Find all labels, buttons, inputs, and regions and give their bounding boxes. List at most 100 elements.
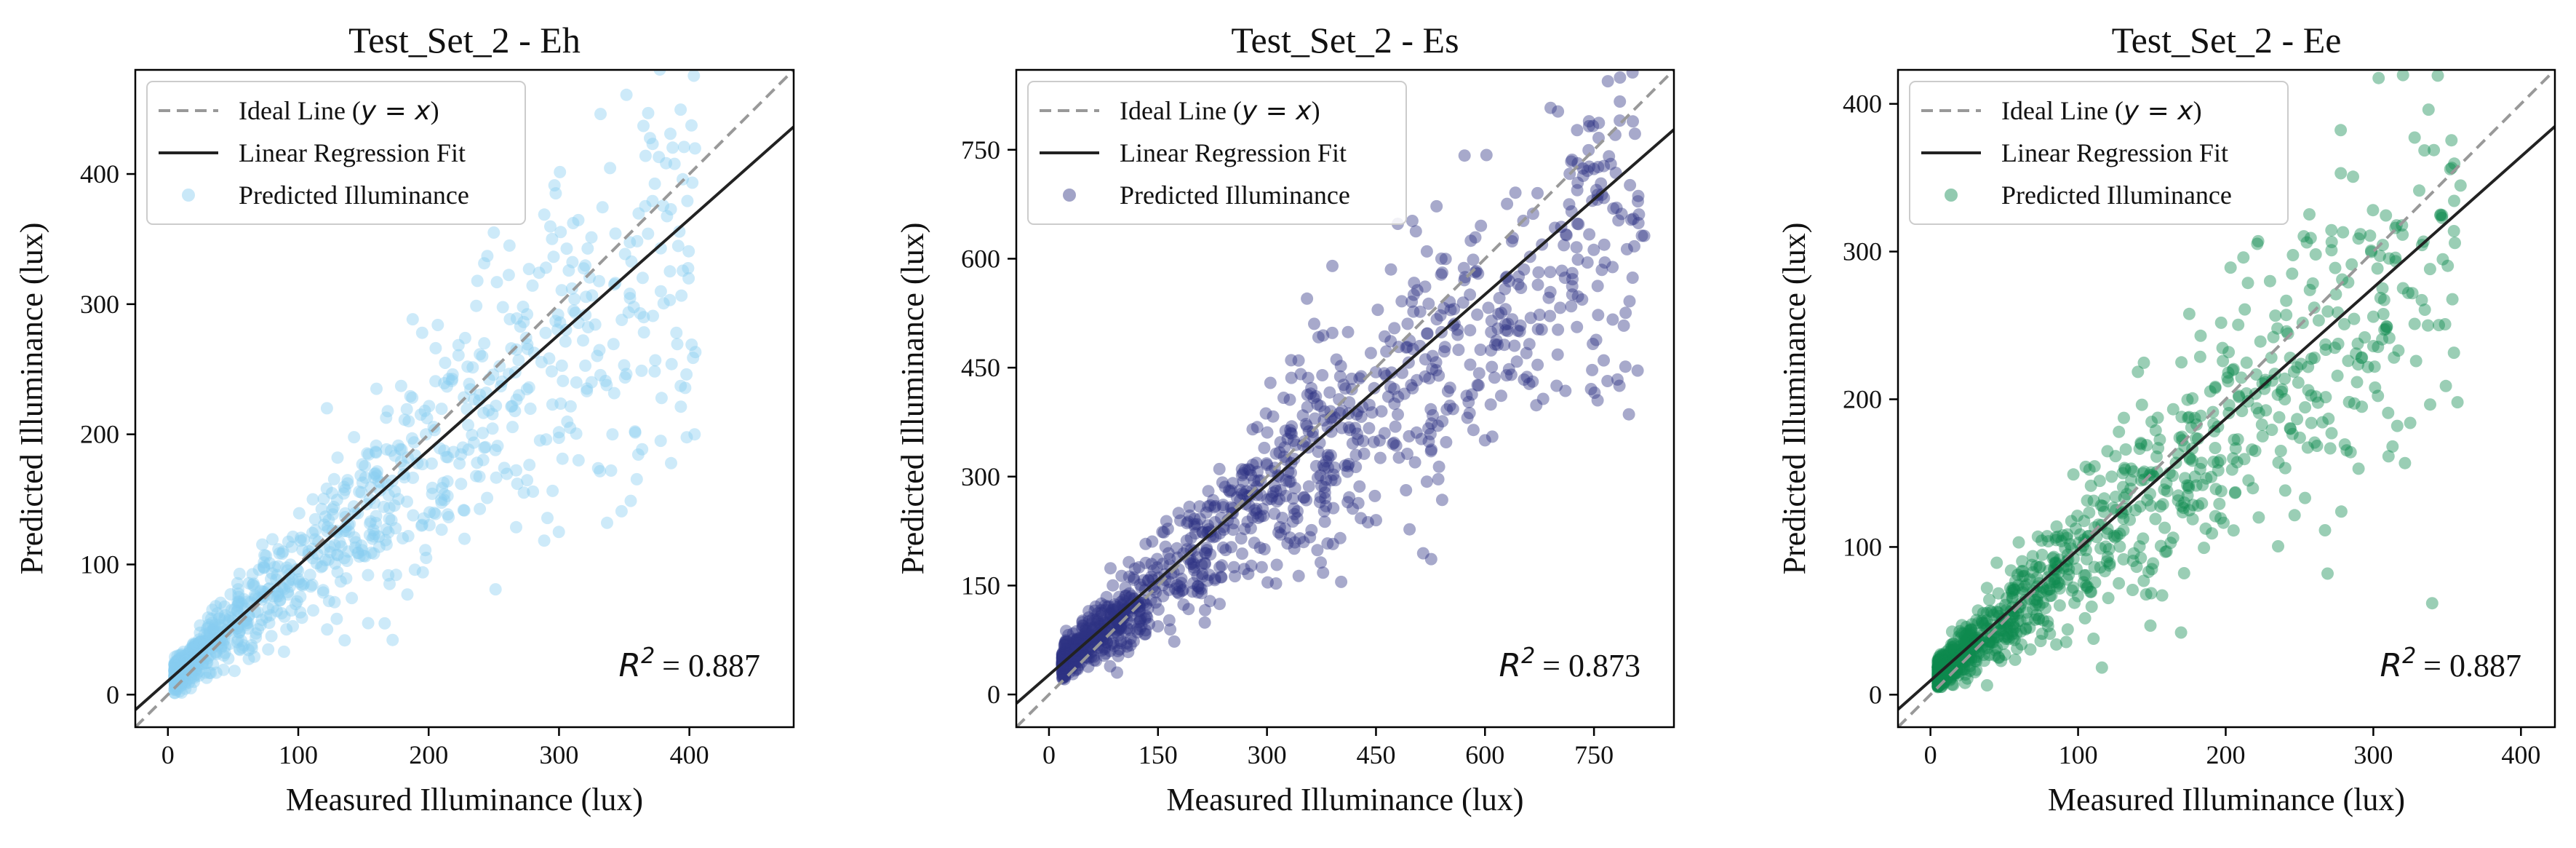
data-point: [1258, 543, 1271, 555]
data-point: [392, 493, 405, 506]
data-point: [1499, 303, 1512, 316]
data-point: [1931, 654, 1945, 667]
data-point: [1931, 670, 1945, 683]
data-point: [1073, 633, 1086, 646]
data-point: [2053, 577, 2066, 590]
data-point: [1098, 616, 1112, 629]
data-point: [1203, 568, 1216, 582]
data-point: [1456, 296, 1470, 309]
chart-panel-2: Test_Set_2 - Es0 150 300 450 600 750015030045…: [895, 20, 1675, 817]
data-point: [233, 567, 246, 580]
data-point: [467, 436, 480, 449]
data-point: [589, 318, 602, 331]
data-point: [1082, 614, 1096, 627]
data-point: [1216, 499, 1229, 512]
data-point: [370, 446, 383, 459]
data-point: [1073, 638, 1086, 651]
data-point: [339, 520, 352, 534]
data-point: [2408, 131, 2421, 144]
data-point: [2246, 482, 2260, 495]
data-point: [382, 488, 395, 502]
data-point: [1407, 288, 1420, 301]
data-point: [1934, 651, 1947, 665]
data-point: [2000, 603, 2013, 617]
data-point: [1520, 370, 1534, 384]
data-point: [210, 666, 223, 679]
data-point: [1980, 614, 1993, 627]
data-point: [1472, 367, 1486, 380]
chart-title: Test_Set_2 - Eh: [348, 20, 581, 60]
data-point: [1202, 526, 1215, 539]
data-point: [1337, 379, 1350, 392]
data-point: [1995, 624, 2008, 637]
data-point: [442, 451, 455, 464]
data-point: [1069, 641, 1082, 654]
data-point: [193, 633, 206, 646]
data-point: [1085, 617, 1098, 630]
data-point: [607, 338, 620, 351]
data-point: [674, 379, 687, 392]
data-point: [1133, 616, 1146, 629]
data-point: [1098, 617, 1111, 630]
data-point: [222, 652, 235, 665]
data-point: [1315, 556, 1327, 569]
data-point: [2200, 472, 2213, 485]
data-point: [1439, 253, 1452, 266]
data-point: [1138, 596, 1151, 609]
data-point: [1952, 669, 1965, 682]
data-point: [1114, 622, 1128, 635]
data-point: [173, 685, 186, 698]
data-point: [1471, 308, 1484, 321]
data-point: [1931, 664, 1945, 677]
data-point: [1070, 655, 1082, 668]
data-point: [666, 141, 679, 154]
data-point: [1630, 33, 1642, 45]
data-point: [1277, 392, 1290, 404]
data-point: [1107, 627, 1120, 640]
data-point: [2127, 465, 2140, 478]
data-point: [581, 384, 594, 397]
data-point: [1352, 496, 1365, 510]
data-point: [1311, 544, 1324, 557]
data-point: [193, 636, 206, 649]
data-point: [1933, 662, 1946, 675]
data-point: [2214, 512, 2228, 525]
data-point: [1237, 475, 1250, 488]
data-point: [1426, 362, 1439, 376]
data-point: [367, 547, 380, 560]
data-point: [330, 548, 343, 561]
data-point: [2003, 621, 2016, 634]
data-point: [642, 227, 655, 240]
legend: Ideal Line (y = x)Linear Regression FitP…: [1027, 81, 1407, 225]
data-point: [1611, 373, 1624, 386]
data-point: [522, 381, 535, 394]
data-point: [1982, 635, 1995, 648]
data-point: [1183, 500, 1196, 513]
data-point: [2222, 346, 2236, 359]
data-point: [1933, 656, 1945, 669]
data-point: [322, 595, 335, 608]
data-point: [1191, 551, 1204, 564]
data-point: [1598, 238, 1611, 251]
data-point: [2034, 560, 2046, 574]
data-point: [1385, 366, 1398, 379]
data-point: [2081, 580, 2094, 593]
data-point: [1942, 655, 1955, 668]
data-point: [2026, 566, 2039, 579]
data-point: [1937, 678, 1950, 691]
data-point: [2305, 352, 2318, 365]
data-point: [245, 642, 258, 654]
data-point: [1320, 473, 1333, 486]
data-point: [1133, 560, 1146, 574]
data-point: [1093, 634, 1106, 647]
data-point: [665, 357, 678, 370]
data-point: [1934, 675, 1947, 689]
data-point: [1933, 654, 1946, 667]
data-point: [1202, 500, 1215, 513]
data-point: [1970, 663, 1983, 676]
data-point: [1495, 389, 1507, 403]
data-point: [1321, 448, 1334, 461]
data-point: [1058, 643, 1072, 657]
data-point: [2090, 531, 2103, 544]
data-point: [334, 575, 347, 588]
